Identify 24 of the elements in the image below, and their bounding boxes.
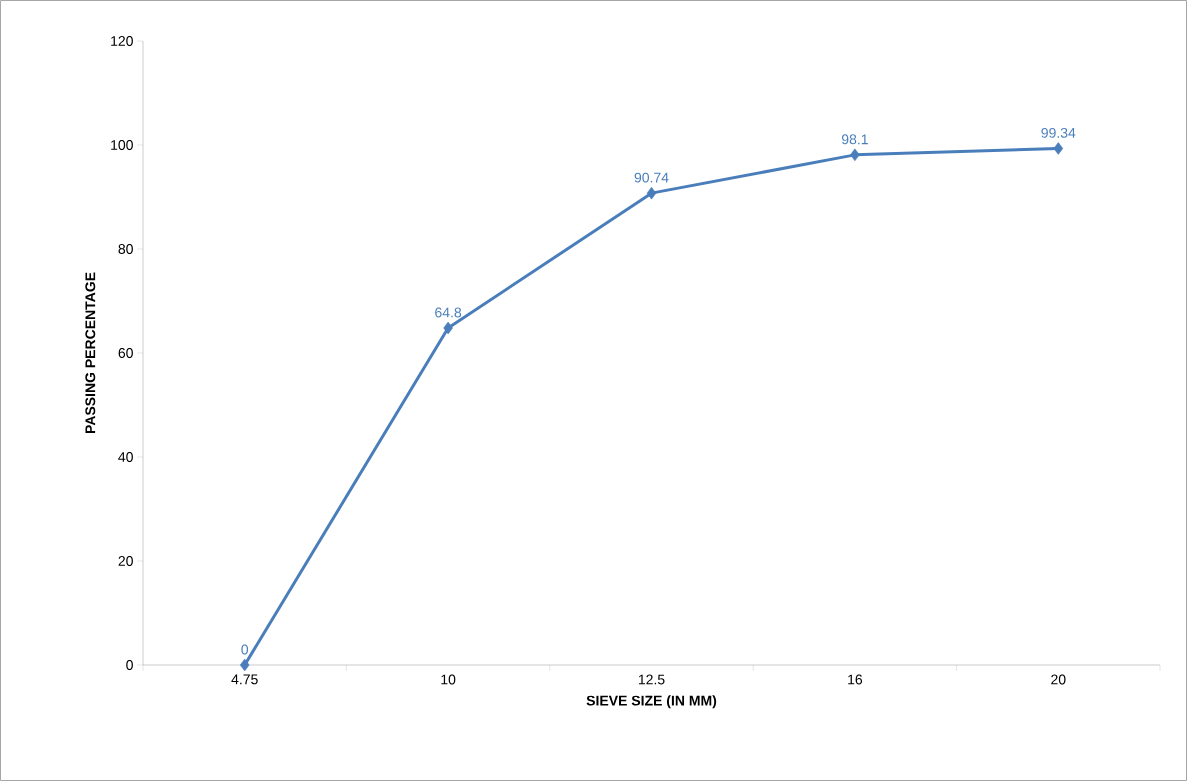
x-tick-label: 20 [1051,674,1066,685]
data-label: 98.1 [841,134,868,145]
y-tick-label: 120 [111,36,133,46]
point [1053,142,1064,155]
y-tick-label: 40 [118,452,133,462]
point [239,658,250,672]
y-axis-title: PASSING PERCENTAGE [85,272,96,434]
data-label: 0 [241,644,249,655]
point [443,321,453,335]
y-tick-label: 20 [118,556,133,566]
x-axis-title: SIEVE SIZE (IN MM) [586,695,717,709]
x-tick-label: 10 [441,674,456,685]
y-tick-label: 60 [118,348,133,358]
data-label: 64.8 [435,307,462,318]
x-tick-label: 12.5 [638,674,665,685]
y-tick-label: 80 [118,244,133,254]
data-label: 90.74 [634,172,669,183]
x-tick-label: 4.75 [231,674,258,685]
point [646,186,657,200]
y-tick-label: 0 [126,660,133,670]
y-tick-label: 100 [111,140,133,150]
x-tick-label: 16 [848,674,863,685]
point [850,148,860,162]
data-label: 99.34 [1041,127,1076,138]
